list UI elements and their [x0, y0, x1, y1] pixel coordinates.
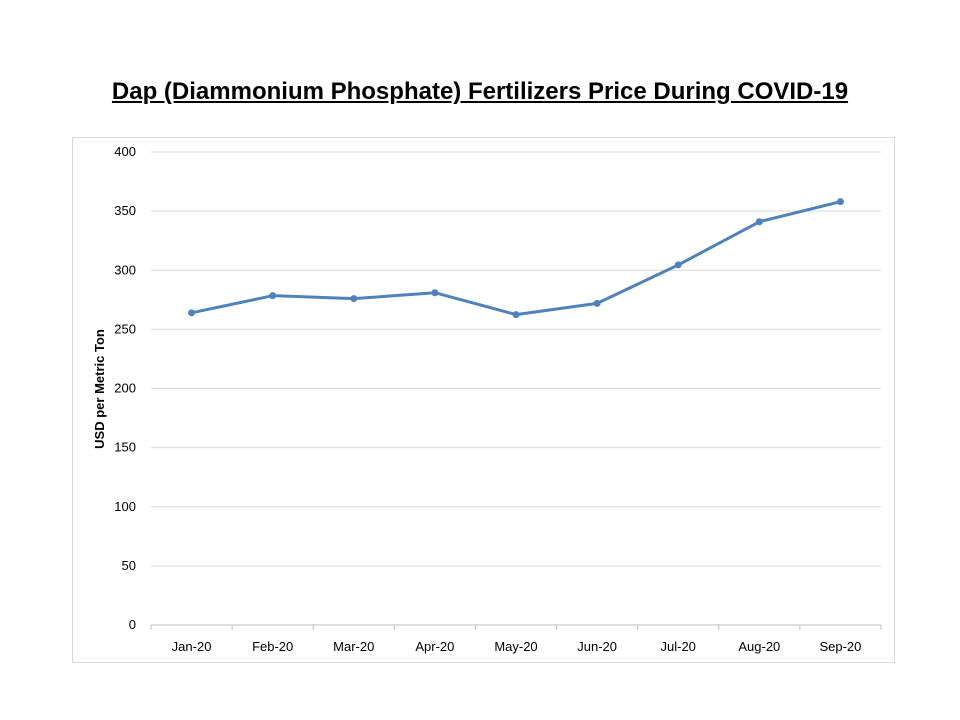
y-tick-label: 50 — [122, 558, 136, 573]
data-point — [269, 292, 277, 300]
y-tick-label: 400 — [114, 144, 136, 159]
x-tick-label: Jan-20 — [172, 639, 212, 654]
y-tick-label: 100 — [114, 499, 136, 514]
x-tick-label: Feb-20 — [252, 639, 293, 654]
series-line — [191, 200, 841, 317]
x-tick-label: Aug-20 — [738, 639, 780, 654]
y-tick-label: 250 — [114, 321, 136, 336]
x-tick-label: May-20 — [494, 639, 537, 654]
data-point — [188, 309, 196, 317]
data-point — [593, 299, 601, 307]
y-tick-label: 350 — [114, 203, 136, 218]
x-tick-label: Jul-20 — [661, 639, 696, 654]
data-point — [674, 261, 682, 269]
y-tick-label: 150 — [114, 440, 136, 455]
x-tick-label: Sep-20 — [819, 639, 861, 654]
chart-title: Dap (Diammonium Phosphate) Fertilizers P… — [111, 78, 849, 105]
data-point — [755, 218, 763, 226]
x-tick-label: Jun-20 — [577, 639, 617, 654]
x-tick-label: Mar-20 — [333, 639, 374, 654]
y-tick-label: 0 — [129, 617, 136, 632]
chart-area-border — [72, 137, 895, 663]
data-point — [836, 198, 844, 206]
y-axis-label: USD per Metric Ton — [92, 329, 107, 449]
y-tick-label: 200 — [114, 381, 136, 396]
y-tick-label: 300 — [114, 262, 136, 277]
data-point — [431, 289, 439, 297]
data-point — [350, 295, 358, 303]
data-point — [512, 311, 520, 319]
x-tick-label: Apr-20 — [415, 639, 454, 654]
